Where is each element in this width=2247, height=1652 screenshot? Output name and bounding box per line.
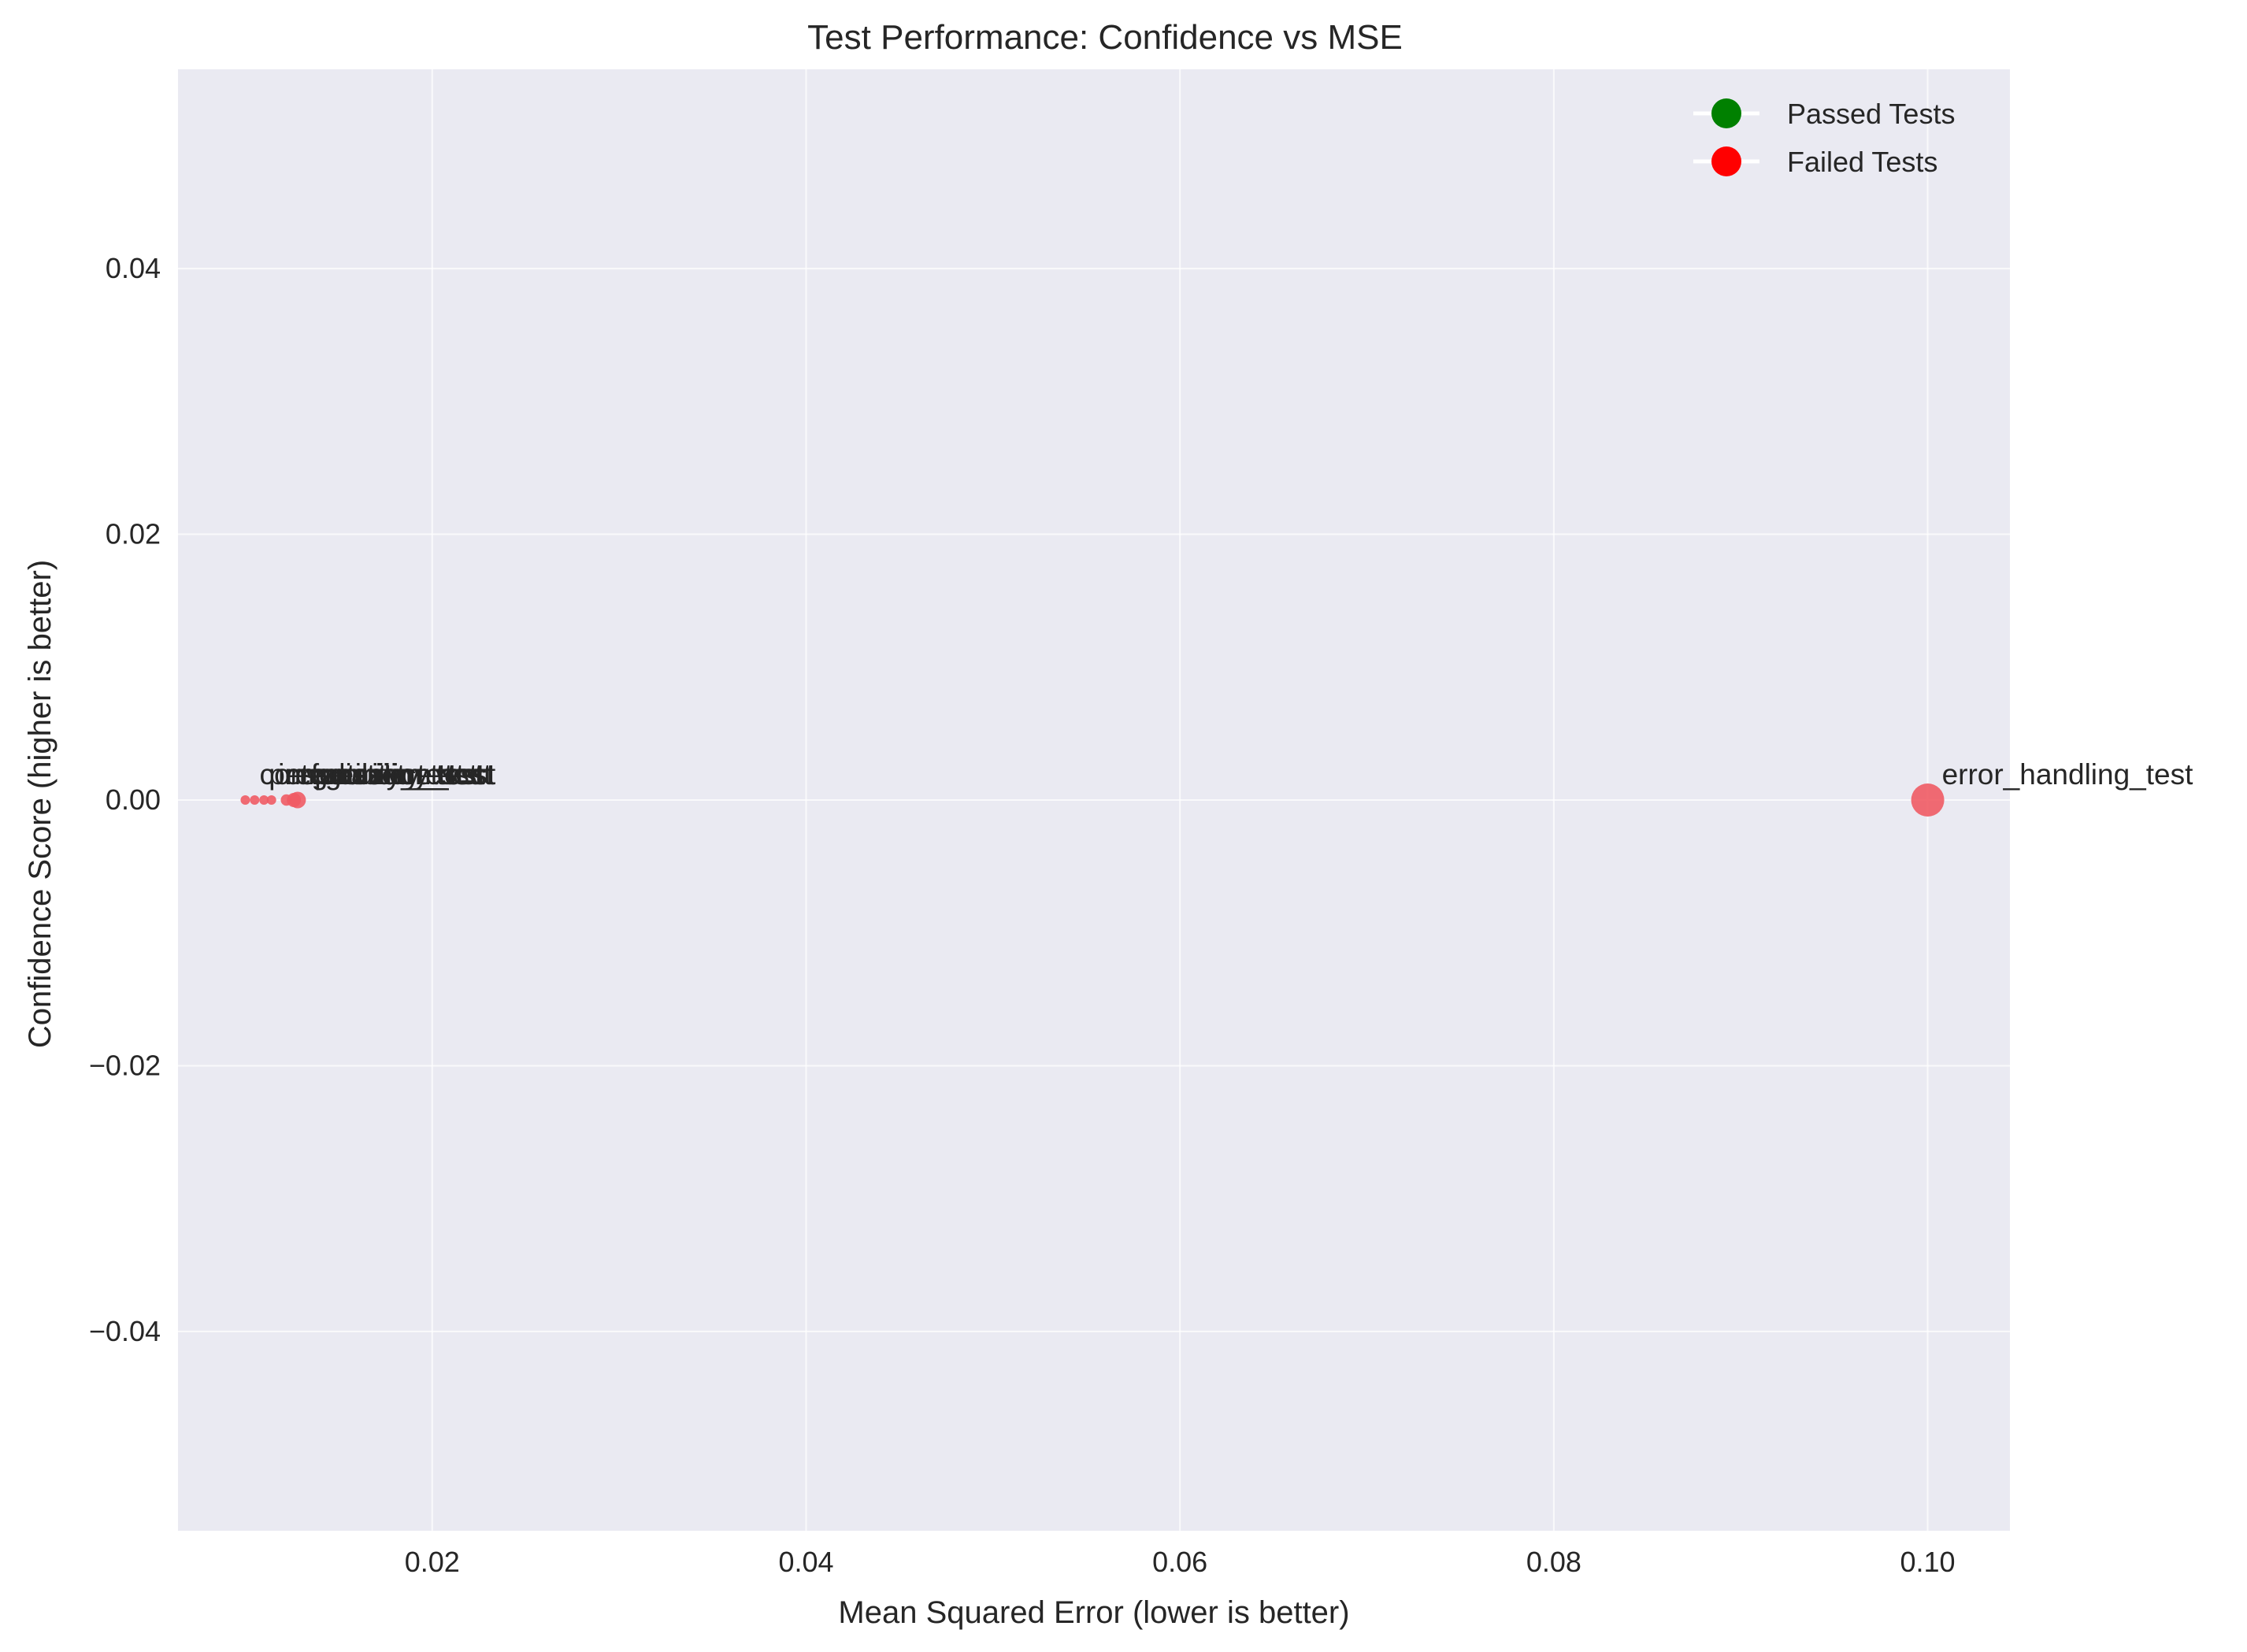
legend-marker [1711, 146, 1741, 176]
point-label: compatibility_test [259, 758, 484, 791]
data-point [250, 795, 260, 805]
point-label: error_handling_test [1942, 758, 2194, 791]
y-tick-label: 0.00 [106, 783, 161, 816]
y-tick-label: 0.04 [106, 252, 161, 284]
y-tick-label: 0.02 [106, 518, 161, 550]
legend-marker [1711, 98, 1741, 128]
y-axis-title: Confidence Score (higher is better) [23, 560, 57, 1048]
point-label: performance_test [269, 758, 496, 791]
data-point [1911, 783, 1945, 817]
point-label: security_test [301, 758, 465, 791]
data-point [289, 791, 306, 809]
point-label: integration_test [278, 758, 478, 791]
point-label: validation_test [308, 758, 495, 791]
x-tick-label: 0.06 [1152, 1546, 1207, 1578]
data-point [240, 795, 250, 805]
data-points [240, 783, 1945, 817]
x-tick-label: 0.04 [778, 1546, 833, 1578]
grid [178, 69, 2010, 1531]
x-axis-title: Mean Squared Error (lower is better) [838, 1595, 1349, 1630]
data-point [259, 795, 269, 805]
point-annotations: compatibility_testperformance_testintegr… [259, 758, 2193, 791]
data-point [266, 795, 276, 805]
y-axis-ticks: −0.04 −0.02 0.00 0.02 0.04 [89, 252, 161, 1347]
point-label: regression_test [286, 758, 486, 791]
x-tick-label: 0.08 [1526, 1546, 1581, 1578]
y-tick-label: −0.02 [89, 1049, 161, 1081]
legend: Passed Tests Failed Tests [1693, 98, 1955, 178]
point-label: accuracy_test [312, 758, 492, 791]
x-tick-label: 0.10 [1900, 1546, 1956, 1578]
y-tick-label: −0.04 [89, 1315, 161, 1347]
chart-title: Test Performance: Confidence vs MSE [807, 18, 1403, 57]
legend-label: Passed Tests [1787, 98, 1955, 130]
x-tick-label: 0.02 [405, 1546, 460, 1578]
x-axis-ticks: 0.02 0.04 0.06 0.08 0.10 [405, 1546, 1956, 1578]
legend-label: Failed Tests [1787, 146, 1937, 178]
